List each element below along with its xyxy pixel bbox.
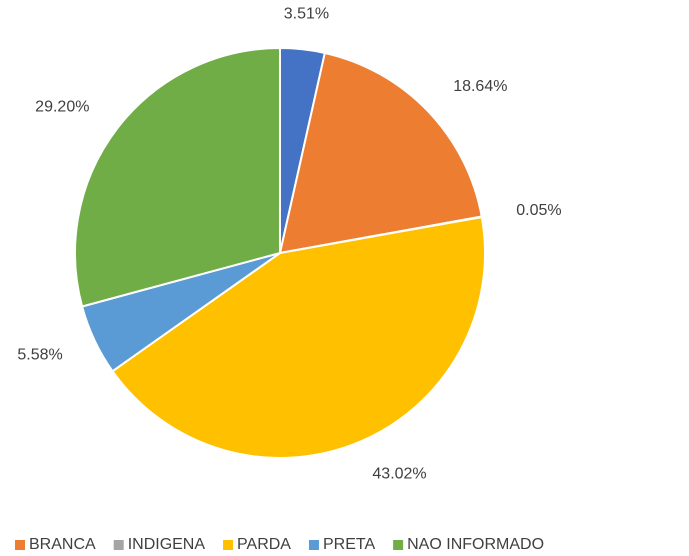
pie-slice (111, 215, 486, 459)
legend-swatch (15, 540, 25, 550)
legend-label: NAO INFORMADO (407, 536, 544, 553)
legend-swatch (113, 540, 124, 550)
data-label: 18.64% (453, 78, 507, 95)
legend-swatch (308, 540, 319, 550)
legend-swatch (393, 540, 404, 550)
legend-label: PARDA (237, 536, 291, 553)
data-label: 29.20% (35, 98, 89, 115)
data-label: 43.02% (372, 466, 426, 483)
data-label: 0.05% (516, 202, 561, 219)
legend-label: PRETA (323, 536, 375, 553)
legend-swatch (223, 540, 234, 550)
pie-slice (74, 46, 281, 308)
pie-slice (278, 51, 483, 255)
legend-label: INDIGENA (128, 536, 206, 553)
legend-label: BRANCA (29, 536, 96, 553)
data-label: 5.58% (17, 346, 62, 363)
data-label: 3.51% (284, 6, 329, 23)
